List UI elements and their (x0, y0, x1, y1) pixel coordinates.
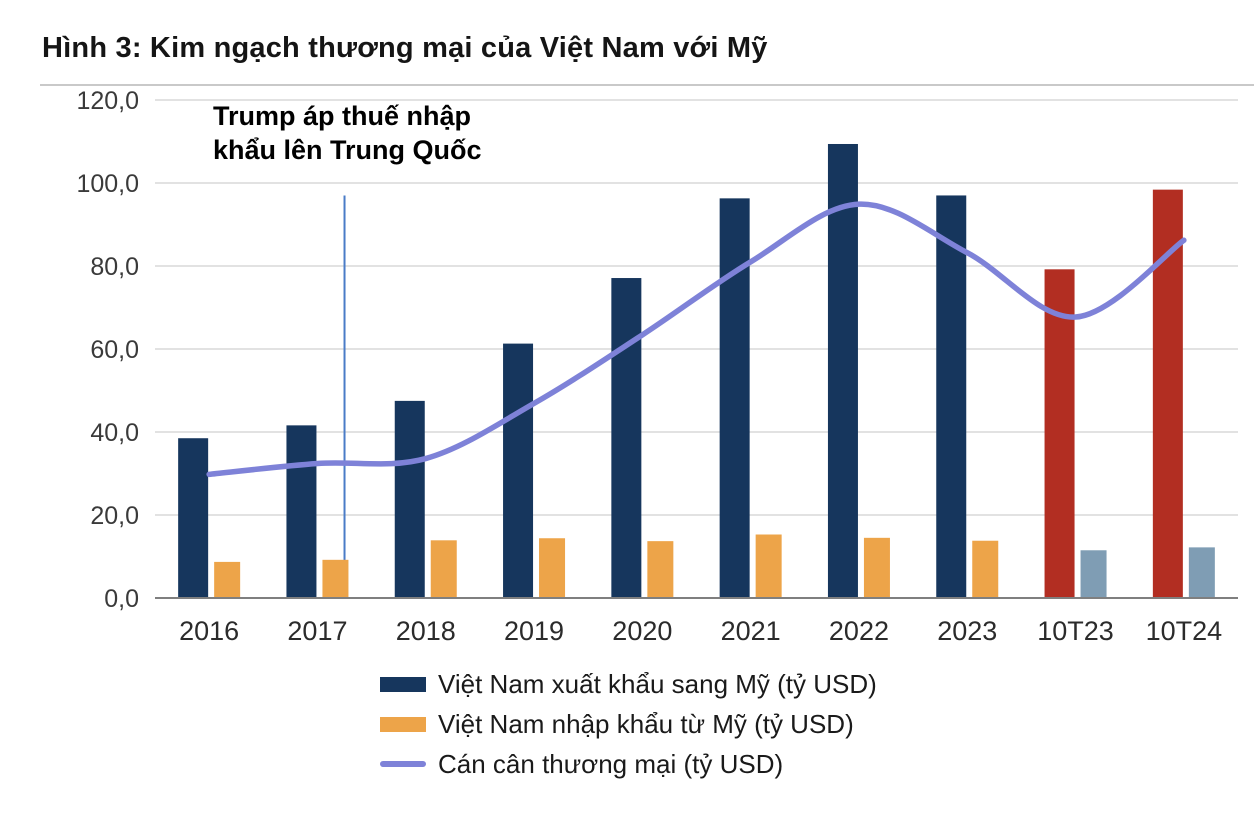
trade-chart-canvas: 0,0 20,0 40,0 60,0 80,0 100,0 120,0 2016 2017 201… (76, 87, 1238, 646)
export-bar (503, 343, 534, 598)
y-tick-label: 0,0 (104, 585, 139, 613)
legend-item-balance: Cán cân thương mại (tỷ USD) (380, 744, 877, 784)
legend: Việt Nam xuất khẩu sang Mỹ (tỷ USD) Việt… (380, 664, 877, 784)
legend-label-imports: Việt Nam nhập khẩu từ Mỹ (tỷ USD) (438, 708, 854, 739)
legend-item-imports: Việt Nam nhập khẩu từ Mỹ (tỷ USD) (380, 704, 877, 744)
y-tick-label: 40,0 (90, 419, 139, 447)
import-bar (1080, 550, 1107, 598)
legend-label-exports: Việt Nam xuất khẩu sang Mỹ (tỷ USD) (438, 668, 877, 699)
import-bar (430, 540, 457, 598)
annotation-line-1: Trump áp thuế nhập (213, 101, 472, 131)
annotation-text: Trump áp thuế nhập khẩu lên Trung Quốc (213, 100, 482, 168)
import-bar (322, 559, 349, 598)
import-bar (214, 561, 241, 598)
figure-title: Hình 3: Kim ngạch thương mại của Việt Na… (42, 32, 768, 64)
export-bar (719, 198, 750, 599)
annotation-line-2: khẩu lên Trung Quốc (213, 134, 482, 165)
x-tick-label: 2017 (287, 616, 347, 646)
legend-swatch-imports (380, 716, 426, 732)
trade-chart: 0,0 20,0 40,0 60,0 80,0 100,0 120,0 2016 2017 201… (76, 87, 1238, 646)
import-bar (647, 541, 674, 598)
x-tick-label: 2016 (179, 616, 239, 646)
legend-swatch-balance (380, 761, 426, 767)
y-tick-label: 20,0 (90, 502, 139, 530)
x-tick-label: 2022 (829, 616, 889, 646)
export-bar (1044, 269, 1075, 598)
y-tick-label: 60,0 (90, 336, 139, 364)
y-tick-label: 120,0 (76, 87, 139, 115)
legend-item-exports: Việt Nam xuất khẩu sang Mỹ (tỷ USD) (380, 664, 877, 704)
x-tick-label: 2021 (721, 616, 781, 646)
import-bar (1188, 547, 1215, 598)
x-tick-label: 2020 (612, 616, 672, 646)
y-tick-label: 100,0 (76, 170, 139, 198)
x-tick-label: 2023 (937, 616, 997, 646)
legend-label-balance: Cán cân thương mại (tỷ USD) (438, 748, 784, 779)
title-divider (40, 84, 1254, 86)
export-bar (286, 425, 317, 598)
import-bar (755, 534, 782, 598)
x-tick-label: 10T23 (1037, 616, 1114, 646)
x-tick-label: 2018 (396, 616, 456, 646)
y-tick-label: 80,0 (90, 253, 139, 281)
x-tick-label: 10T24 (1146, 616, 1223, 646)
legend-swatch-exports (380, 676, 426, 692)
x-tick-label: 2019 (504, 616, 564, 646)
import-bar (863, 537, 890, 598)
export-bar (827, 143, 858, 599)
export-bar (178, 438, 209, 598)
trade-balance-line (206, 201, 1187, 478)
export-bar (611, 278, 642, 598)
export-bar (936, 195, 967, 598)
import-bar (539, 538, 566, 598)
export-bar (394, 400, 425, 598)
import-bar (972, 540, 999, 598)
